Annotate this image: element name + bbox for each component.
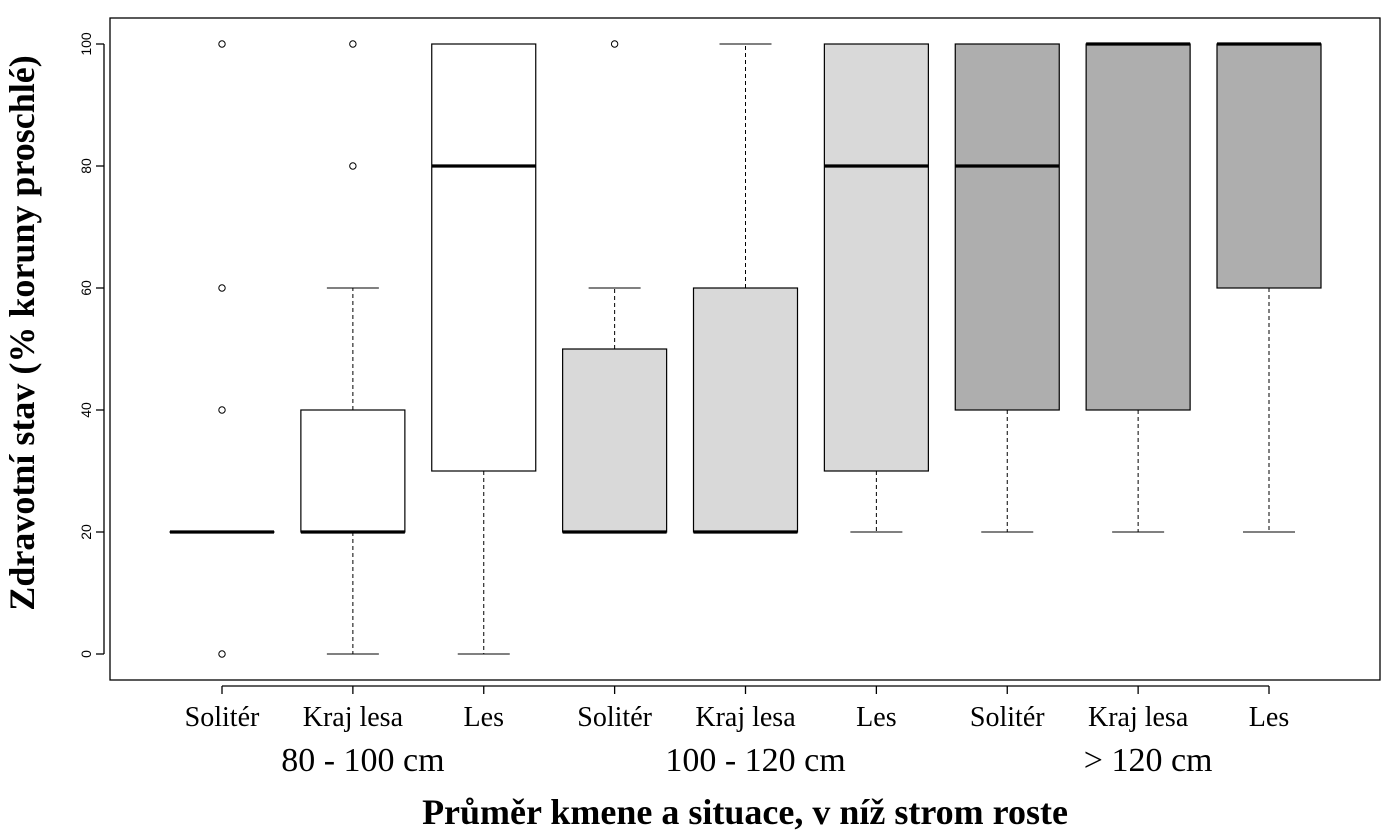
x-tick-label: Kraj lesa — [303, 702, 404, 733]
x-tick-label: Solitér — [185, 702, 260, 733]
box-iqr — [1085, 43, 1191, 411]
x-axis-labels: Solitér Kraj lesa Les Solitér Kraj lesa Les So… — [185, 685, 1289, 733]
outlier-point — [349, 40, 357, 48]
y-tick-label: 20 — [78, 524, 94, 540]
box-iqr — [562, 348, 668, 533]
x-axis-title: Průměr kmene a situace, v níž strom rost… — [422, 792, 1068, 832]
y-tick-label: 80 — [78, 158, 94, 174]
box-iqr — [1216, 43, 1322, 289]
plot-frame — [109, 17, 1381, 681]
box-iqr — [431, 43, 537, 472]
outlier-point — [218, 650, 226, 658]
y-tick-label: 100 — [78, 32, 94, 56]
x-tick-label: Kraj lesa — [695, 702, 796, 733]
outlier-point — [349, 162, 357, 170]
group-label: 100 - 120 cm — [665, 742, 845, 779]
box-1 — [300, 40, 406, 655]
outlier-point — [218, 284, 226, 292]
box-2 — [431, 43, 537, 655]
x-tick-label: Les — [464, 702, 504, 733]
y-tick-label: 40 — [78, 402, 94, 418]
outlier-point — [218, 406, 226, 414]
box-6 — [954, 43, 1060, 533]
y-axis: 0 20 40 60 80 100 — [78, 32, 105, 658]
group-label: > 120 cm — [1084, 742, 1213, 779]
x-tick-label: Les — [1249, 702, 1289, 733]
y-tick-label: 0 — [78, 650, 94, 658]
box-iqr — [954, 43, 1060, 411]
y-tick-label: 60 — [78, 280, 94, 296]
group-label: 80 - 100 cm — [281, 742, 444, 779]
box-iqr — [823, 43, 929, 472]
box-4 — [692, 43, 799, 534]
box-5 — [823, 43, 929, 533]
x-tick-label: Solitér — [970, 702, 1045, 733]
box-7 — [1085, 42, 1191, 533]
x-tick-label: Solitér — [577, 702, 652, 733]
x-tick-label: Kraj lesa — [1088, 702, 1189, 733]
boxes — [169, 40, 1322, 658]
outlier-point — [610, 40, 619, 48]
box-iqr — [300, 409, 406, 533]
x-tick-label: Les — [856, 702, 896, 733]
box-8 — [1216, 42, 1322, 533]
box-0 — [169, 40, 275, 658]
box-3 — [562, 40, 668, 534]
group-labels: 80 - 100 cm 100 - 120 cm > 120 cm — [281, 742, 1212, 779]
y-axis-title: Zdravotní stav (% koruny proschlé) — [2, 55, 42, 610]
box-iqr — [692, 287, 799, 533]
outlier-point — [218, 40, 226, 48]
